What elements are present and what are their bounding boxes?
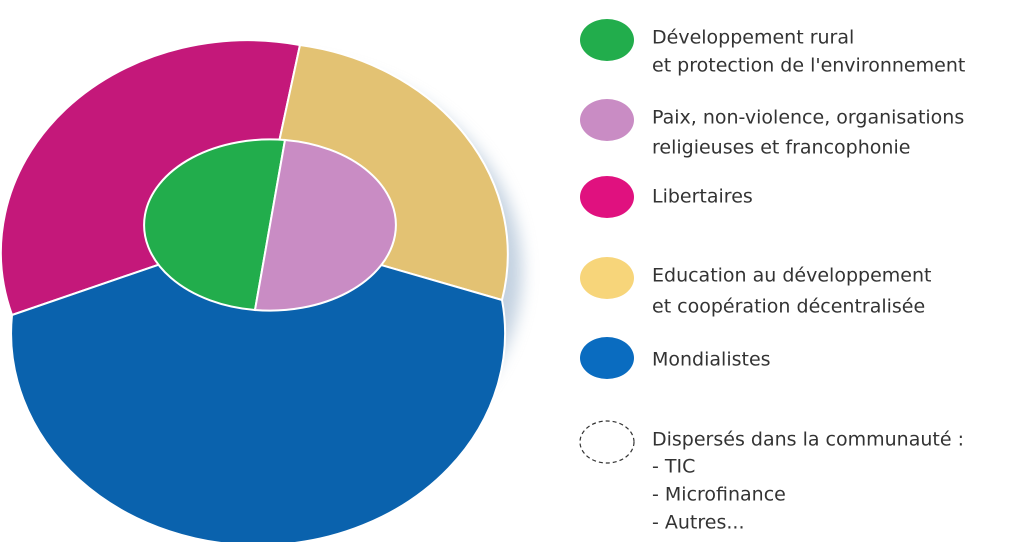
legend-text: Libertaires	[652, 186, 753, 208]
legend-text: - Autres...	[652, 512, 745, 534]
segment-paix	[253, 138, 397, 312]
segment-mondialistes	[10, 228, 507, 542]
swatch	[580, 337, 634, 379]
legend-text: - Microfinance	[652, 484, 786, 506]
legend-text: et protection de l'environnement	[652, 55, 965, 77]
donut	[0, 39, 522, 542]
legend: Développement rural et protection de l'e…	[579, 19, 965, 534]
legend-text: Dispersés dans la communauté :	[652, 429, 964, 451]
segment-libertaires	[0, 39, 302, 317]
swatch	[579, 420, 635, 464]
legend-text: Education au développement	[652, 265, 931, 287]
segment-rural	[143, 138, 287, 312]
legend-text: Mondialistes	[652, 349, 771, 371]
swatch	[580, 19, 634, 61]
swatch	[580, 176, 634, 218]
legend-text: - TIC	[652, 456, 695, 478]
legend-text: religieuses et francophonie	[652, 137, 910, 159]
swatch	[580, 257, 634, 299]
legend-text: Paix, non-violence, organisations	[652, 107, 964, 129]
legend-text: et coopération décentralisée	[652, 296, 925, 318]
swatch	[580, 99, 634, 141]
legend-text: Développement rural	[652, 27, 854, 49]
